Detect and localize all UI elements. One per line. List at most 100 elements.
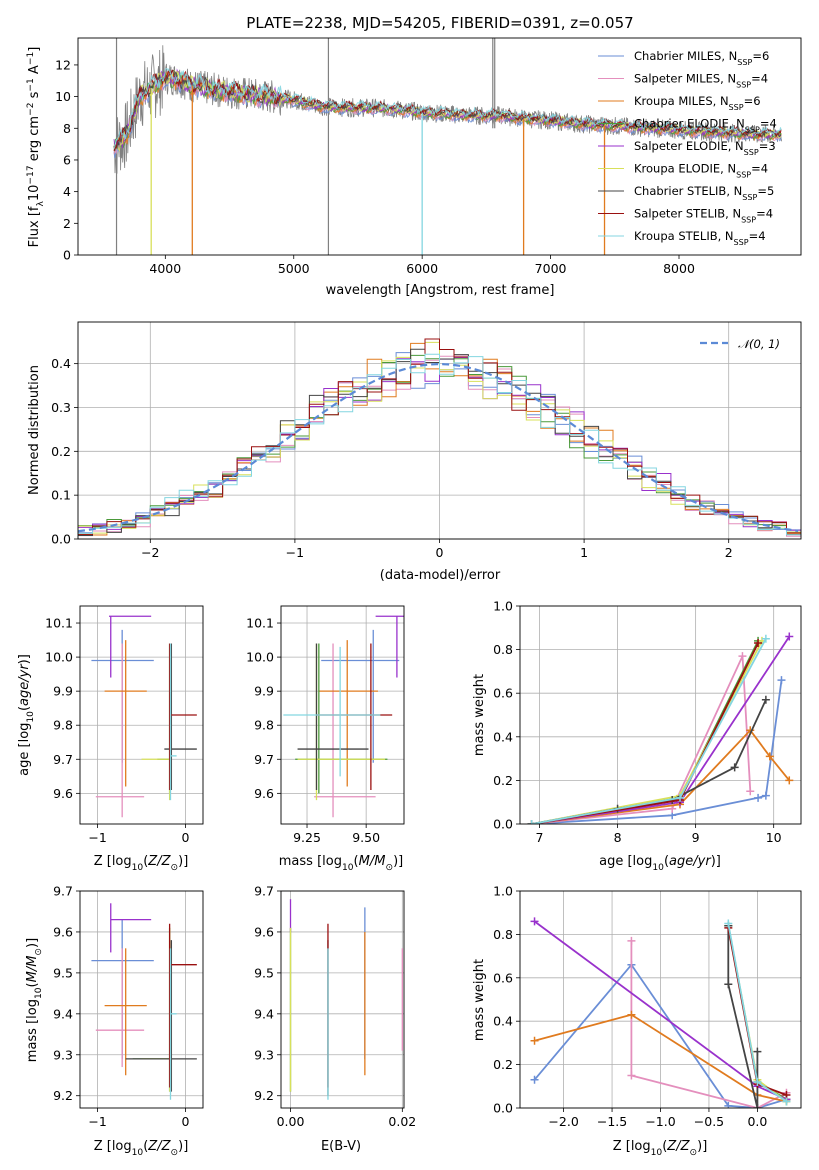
weight-line-chabrier_elodie	[531, 640, 759, 824]
y-axis-label: mass weight	[472, 674, 487, 756]
y-tick-label: 9.8	[254, 718, 274, 733]
y-tick-label: 9.6	[254, 924, 274, 939]
axes-frame	[519, 890, 802, 1109]
x-tick-label: 0	[436, 545, 444, 560]
y-tick-label: 9.7	[53, 884, 73, 899]
x-tick-label: 0	[181, 1114, 189, 1129]
weight-marker-chabrier_stelib	[724, 980, 733, 989]
y-tick-label: 9.5	[254, 965, 274, 980]
y-tick-label: 0.4	[51, 356, 71, 371]
y-tick-label: 10.1	[246, 616, 274, 631]
legend-label-chabrier_elodie: Chabrier ELODIE, NSSP=4	[634, 117, 777, 135]
weight-marker-kroupa_miles	[627, 1010, 636, 1019]
y-axis-label: age [log10(age/yr)]	[17, 654, 36, 776]
age-massweight-panel: 7 8 9 10 0.0 0.2 0.4 0.6 0.8 1.0	[493, 599, 802, 845]
weight-marker-chabrier_miles	[777, 676, 786, 685]
x-tick-label: 10	[766, 830, 782, 845]
weight-marker-chabrier_miles	[724, 1101, 733, 1108]
y-tick-label: 9.7	[254, 752, 274, 767]
y-tick-label: 9.9	[254, 684, 274, 699]
plot-area	[78, 338, 801, 539]
legend-label-salpeter_miles: Salpeter MILES, NSSP=4	[634, 72, 768, 90]
x-axis-label: mass [log10(M/M⊙)]	[279, 854, 403, 873]
weight-marker-kroupa_stelib	[527, 820, 536, 824]
weight-line-salpeter_stelib	[531, 642, 759, 824]
z-mass-panel: −1 0 9.2 9.3 9.4 9.5 9.6 9.7	[53, 884, 204, 1129]
x-axis-label: Z [log10(Z/Z⊙)]	[94, 854, 189, 873]
legend-label-salpeter_stelib: Salpeter STELIB, NSSP=4	[634, 207, 773, 225]
weight-line-salpeter_miles	[531, 655, 752, 824]
x-axis-label: Z [log10(Z/Z⊙)]	[613, 1139, 708, 1158]
weight-marker-chabrier_miles	[530, 1075, 539, 1084]
y-tick-label: 0.6	[493, 970, 513, 985]
weight-marker-salpeter_stelib	[754, 639, 763, 648]
y-tick-label: 9.8	[53, 718, 73, 733]
y-tick-label: 0.4	[493, 1014, 513, 1029]
y-tick-label: 2	[63, 216, 71, 231]
y-tick-label: 0.6	[493, 686, 513, 701]
axes-frame	[77, 321, 802, 540]
weight-marker-salpeter_miles	[627, 936, 636, 945]
x-axis-label: age [log10(age/yr)]	[599, 854, 721, 873]
weight-marker-kroupa_stelib	[724, 919, 733, 928]
legend: Chabrier MILES, NSSP=6 Salpeter MILES, NS…	[598, 49, 777, 247]
weight-marker-kroupa_miles	[785, 776, 794, 785]
x-tick-label: −2.0	[548, 1114, 578, 1129]
ebv-mass-panel: 0.00 0.02 9.2 9.3 9.4 9.5 9.6 9.7	[254, 884, 416, 1130]
x-tick-label: −1.0	[645, 1114, 675, 1129]
y-tick-label: 9.3	[254, 1047, 274, 1062]
y-tick-label: 10.0	[45, 650, 73, 665]
axes-frame	[280, 605, 405, 825]
x-tick-label: 4000	[149, 261, 181, 276]
x-tick-label: 9.25	[293, 830, 321, 845]
weight-marker-kroupa_stelib	[753, 1077, 762, 1086]
legend-label-chabrier_stelib: Chabrier STELIB, NSSP=5	[634, 184, 774, 202]
x-tick-label: 0.02	[388, 1114, 416, 1129]
weight-marker-kroupa_stelib	[761, 634, 770, 643]
weight-line-kroupa_stelib	[531, 638, 767, 824]
axes-frame	[79, 890, 204, 1109]
y-tick-label: 10	[55, 89, 71, 104]
x-tick-label: 9.50	[352, 830, 380, 845]
legend-label-salpeter_elodie: Salpeter ELODIE, NSSP=3	[634, 139, 776, 157]
weight-marker-salpeter_miles	[746, 787, 755, 796]
weight-marker-chabrier_stelib	[753, 1104, 762, 1108]
y-tick-label: 8	[63, 121, 71, 136]
y-tick-label: 1.0	[493, 599, 513, 614]
plot-area	[113, 38, 783, 255]
y-tick-label: 9.6	[53, 924, 73, 939]
plot-area	[527, 632, 794, 824]
x-tick-label: 0.0	[747, 1114, 767, 1129]
y-tick-label: 9.2	[254, 1088, 274, 1103]
axes-frame	[519, 605, 802, 825]
z-age-panel: −1 0 9.6 9.7 9.8 9.9 10.0 10.1	[45, 605, 204, 845]
x-tick-label: 5000	[278, 261, 310, 276]
y-tick-label: 0.2	[493, 773, 513, 788]
z-massweight-panel: −2.0 −1.5 −1.0 −0.5 0.0 0.0 0.2 0.4 0.6 0.8 1.0	[493, 884, 802, 1129]
weight-marker-chabrier_stelib	[730, 763, 739, 772]
weight-marker-chabrier_stelib	[761, 695, 770, 704]
weight-marker-kroupa_stelib	[782, 1097, 791, 1106]
y-tick-label: 0.0	[51, 532, 71, 547]
y-tick-label: 6	[63, 152, 71, 167]
residual-histogram-panel: −2 −1 0 1 2 0.0 0.1 0.2 0.3 0.4	[51, 321, 802, 560]
y-tick-label: 0.2	[51, 444, 71, 459]
y-tick-label: 0.0	[493, 1101, 513, 1116]
weight-marker-kroupa_miles	[530, 1036, 539, 1045]
x-tick-label: −1	[88, 1114, 106, 1129]
weight-marker-kroupa_stelib	[676, 793, 685, 802]
x-tick-label: 9	[692, 830, 700, 845]
y-tick-label: 9.5	[53, 965, 73, 980]
y-tick-label: 0.8	[493, 927, 513, 942]
legend-label-kroupa_elodie: Kroupa ELODIE, NSSP=4	[634, 162, 768, 180]
y-tick-label: 4	[63, 184, 71, 199]
x-tick-label: 8	[614, 830, 622, 845]
mass-age-panel: 9.25 9.50 9.6 9.7 9.8 9.9 10.0 10.1	[246, 605, 405, 845]
x-tick-label: −1.5	[597, 1114, 627, 1129]
histogram-kroupa_stelib	[78, 353, 801, 539]
plot-area	[289, 899, 403, 1100]
y-tick-label: 1.0	[493, 884, 513, 899]
x-tick-label: −2	[141, 545, 159, 560]
y-axis-label: Flux [fλ10−17 erg cm−2 s−1 A−1]	[26, 47, 46, 248]
